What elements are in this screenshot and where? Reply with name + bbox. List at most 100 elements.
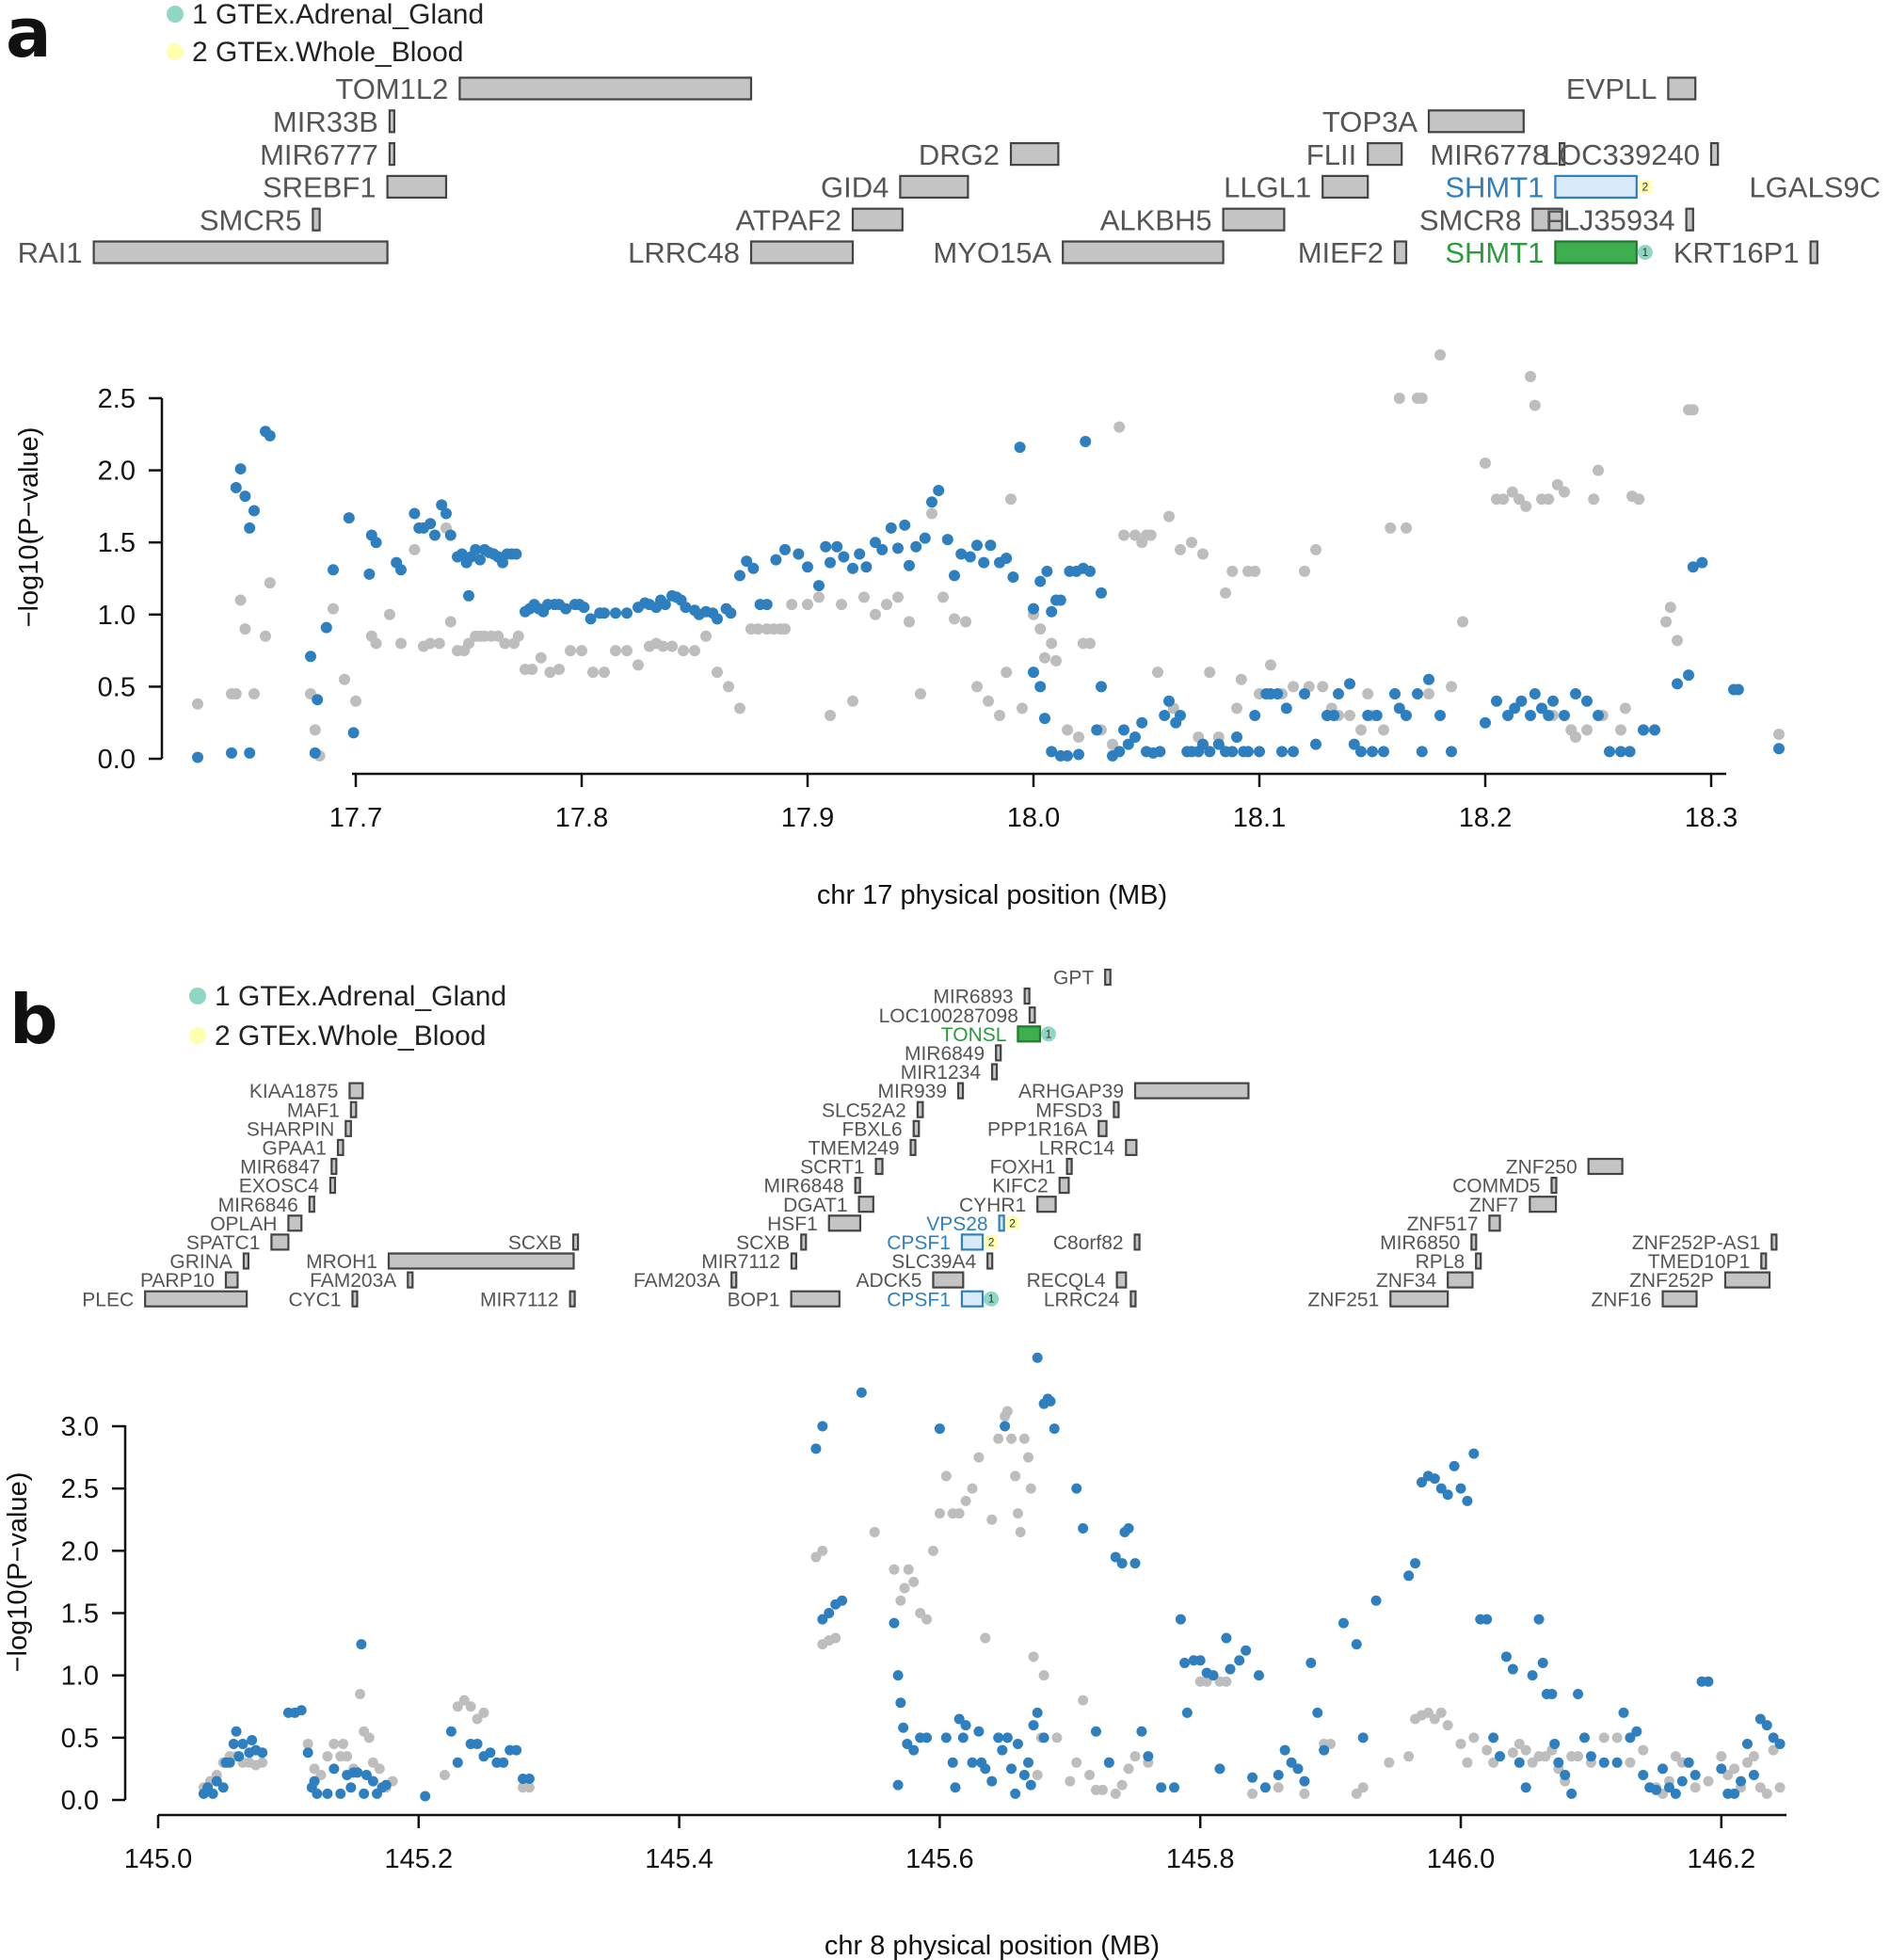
- y-tick-label: 1.5: [61, 1599, 99, 1630]
- data-point: [1482, 1614, 1493, 1625]
- gene: DGAT1: [783, 1195, 874, 1216]
- data-point: [1729, 1763, 1740, 1775]
- data-point: [1625, 1732, 1636, 1743]
- data-point: [978, 556, 990, 569]
- data-point: [949, 613, 960, 625]
- data-point: [1175, 710, 1186, 722]
- legend-marker: [167, 43, 184, 60]
- data-point: [1520, 1782, 1531, 1793]
- data-point: [666, 640, 678, 652]
- gene: SMCR5: [200, 203, 321, 236]
- y-tick-label: 2.0: [98, 457, 136, 487]
- data-point: [1129, 529, 1141, 541]
- gene: EVPLL: [1566, 72, 1697, 105]
- data-point: [1672, 678, 1683, 690]
- data-point: [1179, 1657, 1191, 1668]
- data-point: [824, 1608, 835, 1618]
- x-tick-label: 146.2: [1688, 1844, 1756, 1874]
- data-point: [452, 1701, 463, 1712]
- gene: FLJ35934: [1546, 203, 1694, 236]
- gene-label: GRINA: [169, 1251, 232, 1273]
- data-point: [678, 645, 689, 657]
- data-point: [1050, 654, 1062, 667]
- data-point: [1273, 1770, 1284, 1781]
- data-point: [363, 1732, 375, 1743]
- gene-box: [956, 1082, 965, 1100]
- gene-label: C8orf82: [1053, 1232, 1124, 1254]
- gene-box: [1709, 142, 1720, 167]
- data-point: [312, 694, 324, 706]
- data-point: [463, 637, 474, 650]
- data-point: [1247, 1772, 1258, 1783]
- gene-box: [1393, 240, 1408, 265]
- data-point: [1514, 1757, 1525, 1768]
- data-point: [1084, 1770, 1096, 1781]
- data-point: [380, 1779, 392, 1791]
- gene-box: [348, 1082, 364, 1100]
- data-point: [367, 1775, 378, 1787]
- data-point: [1502, 710, 1514, 722]
- data-point: [1468, 1448, 1480, 1459]
- data-point: [247, 1734, 258, 1745]
- gene: SHMT1 1: [1445, 236, 1653, 269]
- x-tick-label: 145.6: [905, 1844, 974, 1874]
- data-point: [374, 1763, 385, 1775]
- data-point: [472, 1713, 483, 1725]
- gene: MIR7112: [701, 1251, 797, 1273]
- data-point: [492, 630, 505, 642]
- data-point: [836, 599, 847, 611]
- tissue-badge: [1005, 1216, 1019, 1230]
- gene-box: [730, 1271, 738, 1289]
- x-tick-label: 18.3: [1685, 803, 1738, 833]
- data-point: [1429, 1713, 1440, 1725]
- data-point: [1378, 746, 1389, 758]
- data-point: [1299, 1775, 1310, 1787]
- gene-label: ATPAF2: [735, 203, 841, 236]
- gene-box: [336, 1138, 344, 1157]
- data-point: [217, 1782, 229, 1793]
- data-point: [860, 561, 873, 573]
- data-point: [1593, 710, 1604, 722]
- data-point: [700, 630, 712, 642]
- x-tick-label: 145.8: [1166, 1844, 1235, 1874]
- data-point: [967, 1757, 978, 1768]
- data-point: [1690, 1782, 1701, 1793]
- gene: HSF1: [767, 1213, 862, 1235]
- gene-label: ZNF252P: [1629, 1270, 1714, 1292]
- gene: LRRC14: [1039, 1137, 1138, 1159]
- data-point: [363, 568, 376, 580]
- data-point: [544, 667, 556, 679]
- gene-label: DRG2: [919, 138, 1000, 171]
- data-point: [1670, 1788, 1681, 1799]
- data-point: [1393, 702, 1405, 715]
- data-point: [585, 613, 597, 625]
- data-point: [1716, 1751, 1727, 1762]
- data-point: [1312, 1707, 1323, 1718]
- data-point: [712, 613, 723, 625]
- data-point: [712, 667, 723, 679]
- data-point: [1279, 1744, 1290, 1756]
- gene-box: [386, 174, 448, 199]
- gene: MAF1: [287, 1100, 358, 1121]
- data-point: [1573, 1689, 1584, 1700]
- data-point: [964, 551, 976, 563]
- data-point: [1234, 1655, 1245, 1666]
- gene-label: ZNF252P-AS1: [1632, 1232, 1761, 1254]
- gene: FAM203A: [633, 1270, 738, 1292]
- data-point: [1611, 1732, 1623, 1743]
- gene-label: FAM203A: [633, 1270, 720, 1292]
- data-point: [1553, 1757, 1564, 1768]
- gene-box: [1023, 987, 1031, 1005]
- data-point: [444, 616, 456, 628]
- data-point: [560, 602, 572, 615]
- data-point: [1468, 1732, 1480, 1743]
- gene: ZNF250: [1506, 1157, 1624, 1179]
- gene-label: LRRC48: [628, 236, 740, 269]
- y-tick-label: 0.5: [98, 672, 136, 702]
- data-point: [257, 1757, 268, 1768]
- gene-box: [912, 1119, 921, 1137]
- data-point: [1773, 743, 1785, 755]
- data-point: [1045, 1396, 1056, 1407]
- data-point: [1046, 746, 1058, 758]
- data-point: [296, 1705, 307, 1716]
